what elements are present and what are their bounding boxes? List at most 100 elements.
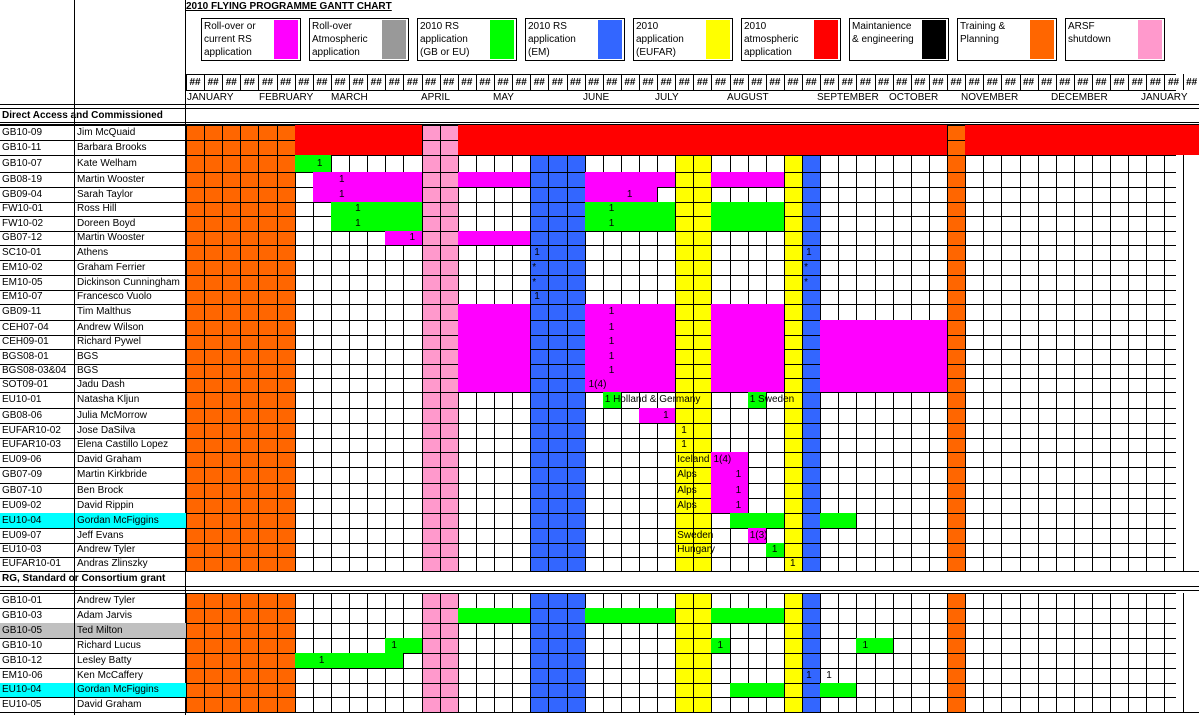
bar-label: 1 [681,424,687,436]
project-name: Elena Castillo Lopez [77,439,169,450]
legend-swatch [1030,20,1054,59]
legend-label: 2010 atmospheric application [744,21,799,58]
project-code: GB08-19 [2,174,43,185]
bar-label: 1 [608,321,615,333]
project-code: SOT09-01 [2,379,49,390]
project-name: Lesley Batty [77,655,132,666]
project-code: EU10-05 [2,699,42,710]
bar-label: 1 [391,639,397,651]
project-name: Julia McMorrow [77,410,148,421]
project-code: EU10-04 [0,683,74,697]
week-cell: ## [841,77,853,88]
bar-label: 1 [355,217,361,229]
week-cell: ## [733,77,745,88]
legend-item: 2010 application (EUFAR) [633,18,733,61]
column-band [783,125,803,571]
project-code: EUFAR10-01 [2,558,61,569]
project-code: EM10-07 [2,291,43,302]
bar-label: * [804,261,808,273]
week-cell: ## [1023,77,1035,88]
gantt-bar [820,349,948,364]
gantt-bar [711,498,748,513]
legend-item: Training & Planning [957,18,1057,61]
week-cell: ## [896,77,908,88]
project-name: Richard Pywel [77,336,141,347]
section-grant: RG, Standard or Consortium grant [2,573,166,584]
week-cell: ## [551,77,563,88]
week-cell: ## [515,77,527,88]
chart-title: 2010 FLYING PROGRAMME GANTT CHART [186,1,392,12]
week-cell: ## [261,77,274,88]
week-cell: ## [932,77,944,88]
project-code: BGS08-03&04 [2,365,67,376]
gantt-bar [385,638,422,653]
project-code: GB07-12 [2,232,43,243]
month-label: DECEMBER [1051,92,1108,103]
gantt-bar [711,364,784,378]
project-name: Ben Brock [77,485,124,496]
week-cell: ## [570,77,582,88]
bar-label: 1 [663,409,669,421]
month-label: JANUARY [1141,92,1188,103]
project-code: EU10-03 [2,544,42,555]
legend-swatch [814,20,838,59]
bar-label: Sweden [677,529,714,541]
week-cell: ## [352,77,364,88]
legend-label: ARSF shutdown [1068,21,1111,45]
project-name: Andrew Tyler [77,544,136,555]
project-name: Jim McQuaid [77,127,136,138]
gantt-bar [312,172,422,187]
bar-label: 1(4) [588,379,607,390]
gantt-bar [385,231,422,245]
gantt-bar [457,378,531,392]
bar-label: Hungary [677,544,716,555]
week-cell: ## [787,77,799,88]
project-name: Adam Jarvis [77,610,133,621]
week-cell: ## [968,77,980,88]
bar-label: 1 [826,669,832,681]
gantt-bar [729,683,784,697]
legend-item: Maintanience & engineering [849,18,949,61]
legend-swatch [274,20,298,59]
bar-label: 1 [316,157,323,169]
project-name: Jadu Dash [77,379,125,390]
week-cell: ## [1186,77,1198,88]
project-code: GB08-06 [2,410,43,421]
week-cell: ## [823,77,835,88]
gantt-bar [584,364,676,378]
week-cell: ## [859,77,872,88]
gantt-bar [602,392,621,408]
column-band [421,593,458,712]
bar-label: 1 [608,306,615,317]
column-band [802,125,821,571]
legend-label: Roll-over Atmospheric application [312,21,368,58]
gantt-bar [820,513,857,528]
legend-label: 2010 RS application (GB or EU) [420,21,470,58]
gantt-bar [820,335,948,349]
project-code: FW10-02 [2,218,44,229]
gantt-bar [711,335,784,349]
project-name: Kate Welham [77,158,137,169]
gantt-bar [711,638,730,653]
project-code: GB07-10 [2,485,43,496]
bar-label: 1 Holland & Germany [604,394,701,405]
project-name: David Graham [77,699,142,710]
week-cell: ## [1077,77,1089,88]
week-cell: ## [1113,77,1125,88]
week-cell: ## [624,77,636,88]
project-code: EM10-06 [2,670,43,681]
legend-swatch [598,20,622,59]
project-name: Ted Milton [75,623,186,638]
gantt-bar [711,320,784,335]
legend-label: Training & Planning [960,21,1006,45]
project-code: EUFAR10-02 [2,425,61,436]
project-name: Tim Malthus [77,306,132,317]
project-code: EU09-02 [2,500,42,511]
project-name: Jose DaSilva [77,425,136,436]
gantt-bar [457,304,531,320]
week-cell: ## [370,77,382,88]
week-cell: ## [533,77,545,88]
bar-label: 1 [608,203,615,214]
month-label: JANUARY [187,92,234,103]
week-cell: ## [751,77,763,88]
